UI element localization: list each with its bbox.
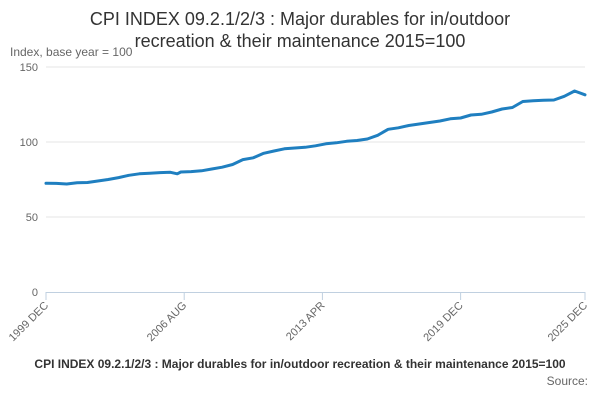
x-tick-label-0: 1999 DEC xyxy=(7,300,51,344)
y-axis-label: Index, base year = 100 xyxy=(10,45,133,59)
x-tick-label-3: 2019 DEC xyxy=(421,300,465,344)
footer-title: CPI INDEX 09.2.1/2/3 : Major durables fo… xyxy=(34,357,566,371)
footer-source: Source: xyxy=(546,374,588,388)
chart-title: CPI INDEX 09.2.1/2/3 : Major durables fo… xyxy=(0,8,600,52)
x-tick-label-2: 2013 APR xyxy=(284,300,328,344)
x-tick-label-1: 2006 AUG xyxy=(145,300,189,344)
chart-title-line-1: CPI INDEX 09.2.1/2/3 : Major durables fo… xyxy=(89,9,511,29)
series-line-0 xyxy=(44,89,587,186)
y-tick-label-0: 0 xyxy=(32,287,38,299)
chart-title-line-2: recreation & their maintenance 2015=100 xyxy=(134,31,466,51)
x-tick-label-4: 2025 DEC xyxy=(546,300,590,344)
y-tick-label-50: 50 xyxy=(26,212,38,224)
y-tick-label-100: 100 xyxy=(20,137,38,149)
y-tick-label-150: 150 xyxy=(20,62,38,74)
